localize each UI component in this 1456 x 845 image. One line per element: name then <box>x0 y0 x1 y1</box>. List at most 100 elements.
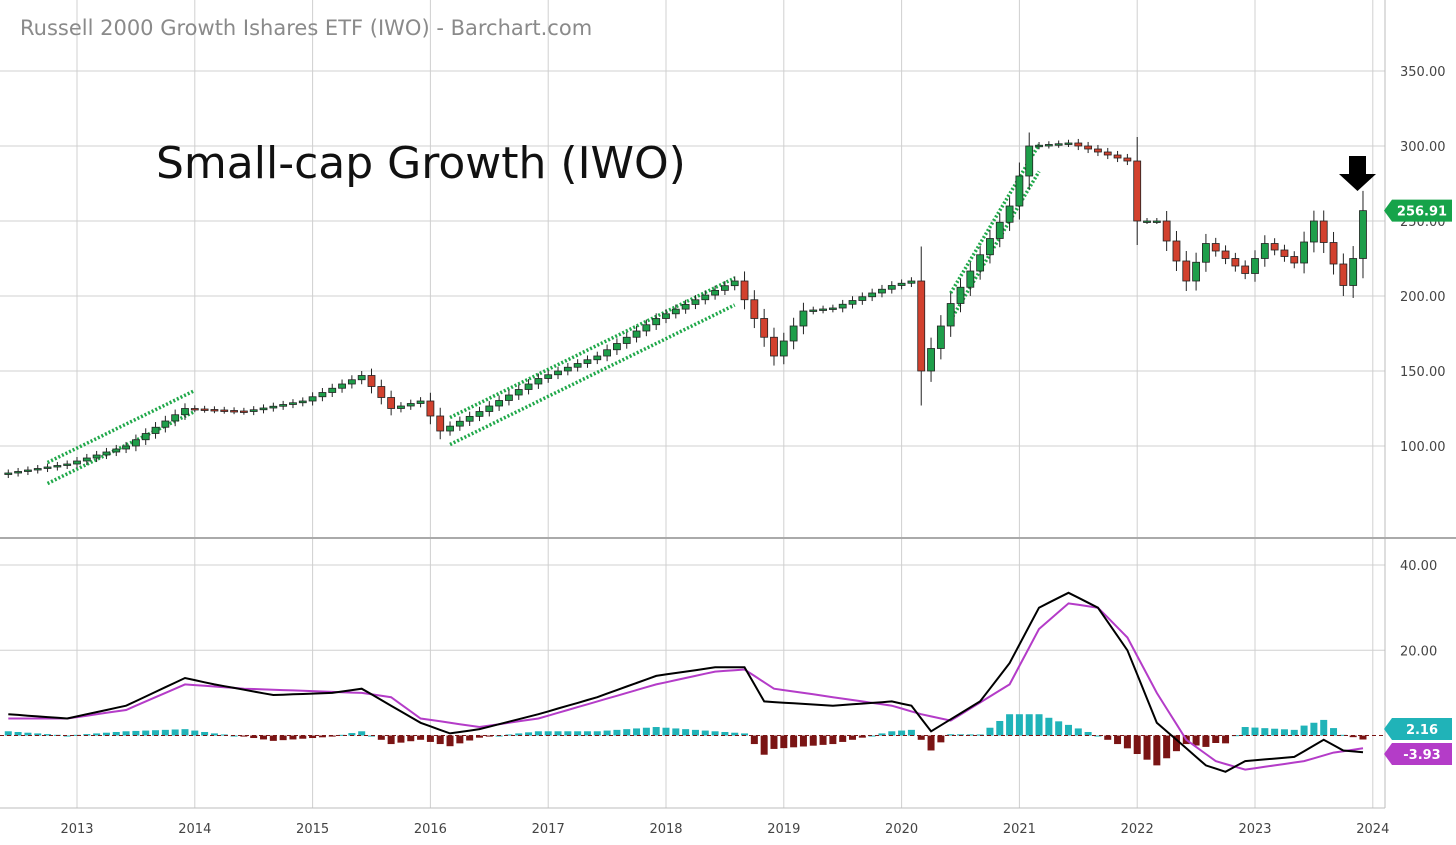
histogram-bar <box>799 735 807 747</box>
histogram-bar <box>1271 728 1279 736</box>
histogram-bar <box>1064 724 1072 736</box>
candle-body <box>730 280 739 287</box>
histogram-bar <box>475 735 483 738</box>
candle-body <box>1260 243 1269 259</box>
candle-body <box>436 415 445 432</box>
histogram-bar <box>780 735 788 749</box>
candle-body <box>171 414 180 422</box>
candle-body <box>279 404 288 407</box>
candle-body <box>1143 220 1151 223</box>
histogram-bar <box>741 733 749 736</box>
y-tick-label: 100.00 <box>1400 440 1446 455</box>
histogram-bar <box>93 733 101 736</box>
candle-body <box>505 394 513 401</box>
signal-badge <box>1384 743 1452 765</box>
candle-body <box>347 379 356 385</box>
histogram-bar <box>466 735 474 741</box>
histogram-bar <box>1359 735 1367 740</box>
candle-body <box>122 445 130 450</box>
candle-body <box>652 318 661 326</box>
histogram-bar <box>122 731 130 736</box>
histogram-bar <box>554 731 562 736</box>
histogram-bar <box>986 727 994 736</box>
histogram-bar <box>299 735 307 739</box>
candle-body <box>73 460 81 465</box>
candle-body <box>917 280 926 372</box>
candle-body <box>995 221 1004 239</box>
histogram-bar <box>1006 714 1014 736</box>
candle-body <box>298 400 307 404</box>
histogram-bar <box>407 735 415 742</box>
channel-line <box>949 143 1041 294</box>
histogram-bar <box>976 734 984 736</box>
candle-body <box>200 408 209 411</box>
candle-body <box>131 439 140 447</box>
histogram-bar <box>201 731 209 736</box>
histogram-bar <box>1094 735 1102 737</box>
histogram-bar <box>603 730 611 736</box>
histogram-bar <box>1163 735 1171 759</box>
candle-body <box>1202 243 1210 263</box>
histogram-bar <box>947 734 955 736</box>
candle-body <box>318 392 327 398</box>
histogram-bar <box>917 735 925 740</box>
candle-body <box>524 383 533 390</box>
histogram-bar <box>574 731 582 736</box>
x-tick-label: 2021 <box>1003 822 1036 837</box>
candle-body <box>328 387 337 393</box>
histogram-bar <box>593 731 601 736</box>
candle-body <box>514 389 523 396</box>
histogram-bar <box>623 729 631 736</box>
candle-body <box>1103 151 1112 156</box>
y-tick-label: 200.00 <box>1400 290 1446 305</box>
candle-body <box>1241 265 1250 274</box>
candle-body <box>721 285 729 291</box>
candle-body <box>740 280 749 301</box>
candle-body <box>1270 243 1279 251</box>
histogram-bar <box>387 735 395 745</box>
histogram-bar <box>1320 719 1328 736</box>
candle-body <box>14 471 23 474</box>
candle-body <box>495 400 504 407</box>
histogram-bar <box>240 735 248 737</box>
price-badge-text: 256.91 <box>1397 205 1447 220</box>
candle-body <box>24 469 32 472</box>
candle-body <box>465 415 474 422</box>
grid-lines <box>0 0 1456 809</box>
candle-body <box>779 340 788 357</box>
candle-body <box>956 286 965 304</box>
y-tick-label: 350.00 <box>1400 65 1446 80</box>
histogram-bar <box>112 731 120 736</box>
x-tick-label: 2023 <box>1238 822 1271 837</box>
candle-body <box>671 308 680 315</box>
histogram-bar <box>1222 735 1230 744</box>
histogram-bar <box>633 728 641 736</box>
signal-badge-text: -3.93 <box>1403 748 1440 763</box>
histogram-bar <box>888 731 896 736</box>
candle-body <box>141 433 150 441</box>
histogram-bar <box>957 734 964 736</box>
x-tick-label: 2018 <box>649 822 682 837</box>
histogram-bar <box>652 727 660 736</box>
histogram-bar <box>672 728 680 736</box>
histogram-bar <box>1192 735 1200 746</box>
candle-body <box>53 465 62 468</box>
candle-body <box>357 375 366 381</box>
candle-body <box>1359 210 1367 259</box>
candle-body <box>397 405 405 409</box>
histogram-bar <box>809 735 817 746</box>
candle-body <box>907 280 916 284</box>
candle-body <box>1251 258 1259 274</box>
histogram-bar <box>210 733 218 736</box>
value-badges: 256.91 2.16 -3.93 <box>1384 199 1452 765</box>
candle-body <box>63 463 72 466</box>
histogram-bar <box>544 731 552 736</box>
candle-body <box>691 299 700 305</box>
candle-body <box>1152 220 1161 223</box>
candle-body <box>603 349 611 357</box>
x-tick-label: 2017 <box>532 822 565 837</box>
histogram-bar <box>485 735 493 737</box>
candle-body <box>338 383 346 389</box>
candle-body <box>367 375 376 387</box>
